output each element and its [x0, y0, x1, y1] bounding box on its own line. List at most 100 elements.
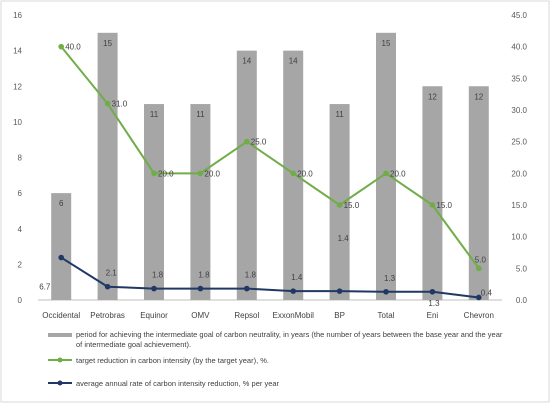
annual-rate-line-data-label: 1.4	[338, 234, 350, 243]
annual-rate-line-data-label: 0.4	[481, 288, 493, 297]
annual-rate-line-data-label: 2.1	[106, 269, 118, 278]
blue-line-series: 6.7 2.1 1.8 1.8 1.8 1.4 1.4 1.3 1.3 0.4	[39, 234, 492, 308]
category-label: Occidental	[42, 311, 80, 320]
bar	[190, 104, 211, 300]
right-tick-label: 0.0	[516, 296, 528, 305]
bar-value-label: 6	[59, 199, 64, 208]
left-tick-label: 10	[13, 118, 22, 127]
bar	[422, 86, 443, 300]
left-tick-label: 14	[13, 47, 22, 56]
bar	[51, 193, 72, 300]
bar-value-label: 15	[382, 39, 391, 48]
target-reduction-line-point	[476, 265, 482, 272]
annual-rate-line-data-label: 1.3	[384, 274, 396, 283]
right-tick-label: 20.0	[511, 169, 527, 178]
annual-rate-line-point	[383, 288, 389, 295]
bar-value-label: 11	[335, 110, 344, 119]
right-tick-label: 15.0	[511, 201, 527, 210]
bar	[376, 32, 396, 300]
right-tick-label: 40.0	[511, 43, 527, 52]
target-reduction-line-data-label: 5.0	[475, 255, 487, 264]
bar	[329, 104, 350, 300]
category-label: OMV	[191, 311, 210, 320]
target-reduction-line-point	[336, 202, 343, 208]
left-tick-label: 6	[18, 189, 23, 198]
annual-rate-line-point	[151, 285, 157, 292]
target-reduction-line-data-label: 20.0	[297, 169, 313, 178]
target-reduction-line-data-label: 25.0	[251, 138, 267, 147]
target-reduction-line-point	[104, 100, 111, 107]
target-reduction-line-data-label: 15.0	[436, 201, 452, 210]
left-tick-label: 2	[18, 260, 23, 269]
legend-blue-marker	[57, 380, 63, 386]
annual-rate-line-point	[336, 288, 343, 294]
target-reduction-line-point	[290, 170, 297, 177]
right-axis-ticks: 0.0 5.0 10.0 15.0 20.0 25.0 30.0 35.0 40.0 45.0	[511, 11, 527, 305]
bar	[468, 86, 489, 300]
target-reduction-line-point	[383, 170, 389, 177]
annual-rate-line-data-label: 1.8	[152, 271, 164, 280]
bar-value-label: 12	[474, 92, 483, 101]
annual-rate-line-point	[197, 285, 204, 292]
annual-rate-line-data-label: 1.4	[291, 273, 303, 282]
target-reduction-line-point	[58, 43, 64, 50]
annual-rate-line-point	[476, 294, 482, 301]
annual-rate-line-data-label: 1.3	[428, 299, 440, 308]
target-reduction-line-point	[197, 170, 204, 177]
annual-rate-line-data-label: 1.8	[245, 271, 257, 280]
right-tick-label: 35.0	[511, 74, 527, 83]
annual-rate-line-point	[104, 283, 111, 290]
right-tick-label: 30.0	[511, 106, 527, 115]
target-reduction-line-data-label: 15.0	[344, 201, 360, 210]
left-tick-label: 0	[18, 296, 23, 305]
category-label: Repsol	[234, 311, 259, 320]
bar-value-label: 11	[150, 110, 159, 119]
category-label: Equinor	[140, 311, 168, 320]
left-tick-label: 12	[13, 82, 22, 91]
category-label: Chevron	[464, 311, 494, 320]
left-tick-label: 4	[18, 225, 23, 234]
legend: period for achieving the intermediate go…	[48, 330, 503, 388]
green-line-series: 40.0 31.0 20.0 20.0 25.0 20.0 15.0 20.0 15.0 5.0	[58, 43, 487, 272]
target-reduction-line-data-label: 20.0	[204, 169, 220, 178]
legend-bar-label: period for achieving the intermediate go…	[76, 330, 503, 349]
bar	[236, 50, 257, 300]
category-label: Eni	[427, 311, 439, 320]
target-reduction-line-data-label: 31.0	[112, 100, 128, 109]
legend-blue-label: average annual rate of carbon intensity …	[76, 379, 280, 388]
left-tick-label: 16	[13, 11, 22, 20]
right-tick-label: 45.0	[511, 11, 527, 20]
right-tick-label: 25.0	[511, 138, 527, 147]
bar-data-labels: 6 15 11 11 14 14 11 15 12 12	[59, 39, 484, 208]
target-reduction-line-data-label: 20.0	[158, 169, 174, 178]
legend-bar-swatch	[48, 333, 72, 337]
left-axis-ticks: 0 2 4 6 8 10 12 14 16	[13, 11, 22, 305]
annual-rate-line-point	[244, 285, 250, 292]
legend-green-label: target reduction in carbon intensity (by…	[76, 356, 269, 365]
target-reduction-line-data-label: 40.0	[65, 43, 81, 52]
category-label: BP	[334, 311, 345, 320]
target-reduction-line-data-label: 20.0	[390, 169, 406, 178]
annual-rate-line	[60, 256, 479, 299]
annual-rate-line-point	[429, 288, 436, 295]
bar	[144, 104, 164, 300]
target-reduction-line-point	[244, 138, 250, 145]
target-reduction-line	[60, 46, 480, 269]
annual-rate-line-point	[290, 288, 297, 294]
category-label: Petrobras	[90, 311, 125, 320]
right-tick-label: 5.0	[516, 264, 528, 273]
target-reduction-line-point	[429, 202, 436, 208]
left-tick-label: 8	[18, 154, 23, 163]
right-tick-label: 10.0	[511, 233, 527, 242]
bar-value-label: 14	[289, 57, 298, 66]
category-labels: Occidental Petrobras Equinor OMV Repsol Exxon…	[42, 311, 494, 320]
annual-rate-line-point	[58, 254, 64, 261]
category-label: Total	[378, 311, 395, 320]
bar-value-label: 14	[242, 57, 251, 66]
annual-rate-line-data-label: 1.8	[198, 271, 210, 280]
legend-green-marker	[57, 357, 63, 363]
target-reduction-line-point	[151, 170, 157, 177]
